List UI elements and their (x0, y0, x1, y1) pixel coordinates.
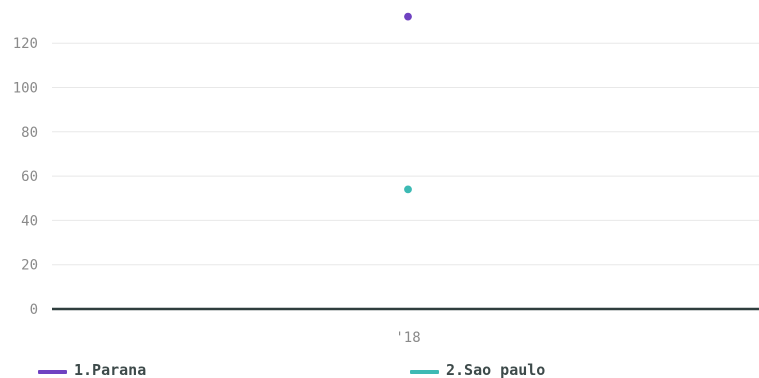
y-tick-label: 60 (21, 169, 38, 185)
legend-label: 1.Parana (74, 361, 146, 378)
data-point-1[interactable] (402, 11, 414, 22)
y-tick-label: 0 (30, 302, 38, 318)
grid-lines (52, 42, 759, 266)
legend-swatch (38, 370, 67, 374)
data-points (402, 11, 414, 195)
x-tick-label: '18 (395, 330, 420, 346)
y-axis-ticks: 0 20 40 60 80 100 120 (13, 36, 38, 318)
legend-label: 2.Sao paulo (446, 361, 545, 378)
legend-item-1[interactable]: 1.Parana (38, 361, 146, 378)
data-point-2[interactable] (402, 184, 414, 195)
y-tick-label: 20 (21, 258, 38, 274)
y-tick-label: 100 (13, 81, 38, 97)
legend: 1.Parana 2.Sao paulo (38, 361, 545, 378)
y-tick-label: 40 (21, 213, 38, 229)
y-tick-label: 120 (13, 36, 38, 52)
legend-item-2[interactable]: 2.Sao paulo (410, 361, 545, 378)
y-tick-label: 80 (21, 125, 38, 141)
legend-swatch (410, 370, 439, 374)
x-axis-ticks: '18 (395, 330, 420, 346)
